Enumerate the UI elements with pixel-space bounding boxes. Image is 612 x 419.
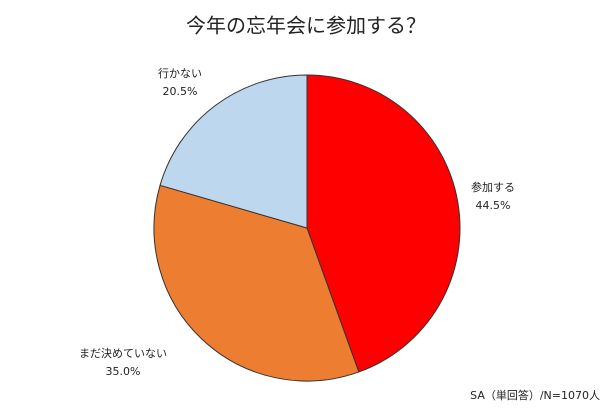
pie-slice bbox=[159, 74, 308, 229]
slice-label: まだ決めていない bbox=[79, 347, 167, 360]
note: SA（単回答）/N=1070人 bbox=[470, 388, 600, 402]
slice-value-label: 35.0% bbox=[106, 365, 141, 378]
slice-label: 参加する bbox=[471, 180, 515, 194]
pie-slice bbox=[306, 74, 461, 373]
slice-value-label: 44.5% bbox=[476, 199, 511, 212]
pie-slice bbox=[153, 184, 360, 382]
slice-label: 行かない bbox=[158, 67, 202, 80]
chart-title: 今年の忘年会に参加する？ bbox=[186, 14, 426, 38]
slice-value-label: 20.5% bbox=[163, 85, 198, 98]
